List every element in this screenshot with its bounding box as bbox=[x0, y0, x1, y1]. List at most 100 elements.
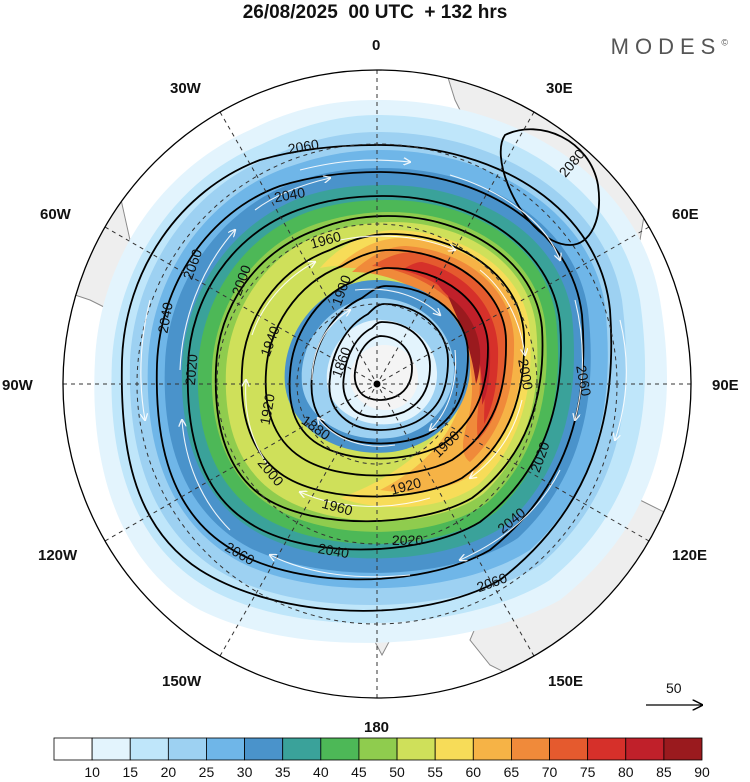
contour-2020 bbox=[186, 195, 562, 551]
wind-band-90 bbox=[448, 296, 481, 384]
contour-1980 bbox=[240, 233, 526, 498]
colorbar-swatch bbox=[434, 737, 474, 761]
contour-label-2000-b: 2000 bbox=[515, 358, 536, 392]
wind-band-80 bbox=[402, 262, 499, 424]
streamline bbox=[300, 492, 431, 507]
streamline bbox=[141, 299, 151, 420]
contour-label-2040-b: 2040 bbox=[155, 301, 176, 335]
colorbar-tick-label: 10 bbox=[84, 764, 100, 780]
north-pole-dot bbox=[373, 380, 381, 388]
colorbar: 10 15 20 25 30 35 40 45 50 55 60 65 70 75 80 85 90 bbox=[53, 737, 710, 780]
streamline bbox=[182, 420, 231, 531]
brand-name: MODES bbox=[610, 34, 722, 59]
contour-label-2040-d: 2040 bbox=[317, 540, 351, 561]
colorbar-tick-label: 45 bbox=[351, 764, 367, 780]
colorbar-tick-label: 50 bbox=[389, 764, 405, 780]
map-content: 2080 2060 2060 2060 2060 2060 2040 2040 … bbox=[63, 70, 691, 698]
lon-label-30w: 30W bbox=[170, 80, 202, 97]
lon-label-60e: 60E bbox=[672, 206, 699, 223]
wind-streamlines bbox=[141, 160, 627, 578]
streamline bbox=[615, 319, 627, 440]
lon-label-0: 0 bbox=[372, 37, 380, 54]
streamline bbox=[460, 469, 561, 560]
lon-label-120w: 120W bbox=[38, 547, 78, 564]
colorbar-tick-label: 55 bbox=[427, 764, 443, 780]
streamline bbox=[179, 230, 235, 371]
contour-1900 bbox=[328, 303, 449, 431]
streamline bbox=[246, 380, 269, 466]
contour-1880 bbox=[342, 321, 431, 418]
streamline bbox=[470, 399, 523, 478]
colorbar-swatch bbox=[472, 737, 512, 761]
colorbar-tick-label: 35 bbox=[275, 764, 291, 780]
map-boundary bbox=[62, 69, 692, 699]
lon-label-150e: 150E bbox=[548, 673, 583, 690]
streamline bbox=[318, 418, 396, 447]
modes-logo: MODES© bbox=[611, 34, 728, 60]
colorbar-swatch bbox=[511, 737, 550, 761]
contour-label-1920: 1920 bbox=[257, 392, 278, 426]
colorbar-swatch bbox=[549, 737, 589, 761]
lon-label-30e: 30E bbox=[546, 80, 573, 97]
colorbar-tick-label: 60 bbox=[466, 764, 482, 780]
contour-label-2060: 2060 bbox=[287, 136, 321, 157]
colorbar-swatch bbox=[358, 737, 398, 761]
contour-label-1960: 1960 bbox=[308, 228, 342, 252]
colorbar-tick-label: 80 bbox=[618, 764, 634, 780]
colorbar-tick-label: 15 bbox=[122, 764, 138, 780]
streamline bbox=[430, 349, 457, 430]
streamline bbox=[311, 310, 350, 381]
colorbar-tick-label: 70 bbox=[542, 764, 558, 780]
colorbar-tick-label: 65 bbox=[504, 764, 520, 780]
contour-2040 bbox=[155, 171, 585, 581]
contour-label-2020-c: 2020 bbox=[182, 353, 201, 386]
lon-label-120e: 120E bbox=[672, 547, 707, 564]
streamline bbox=[479, 269, 525, 355]
colorbar-swatch bbox=[244, 737, 284, 761]
colorbar-swatch bbox=[396, 737, 436, 761]
colorbar-swatch bbox=[206, 737, 245, 761]
colorbar-swatch bbox=[320, 737, 360, 761]
lon-label-90w: 90W bbox=[2, 377, 34, 394]
contour-label-1960-b: 1960 bbox=[320, 495, 354, 519]
lon-label-150w: 150W bbox=[162, 673, 202, 690]
streamline bbox=[270, 555, 411, 578]
colorbar-tick-label: 30 bbox=[237, 764, 253, 780]
contour-2060 bbox=[120, 144, 613, 612]
longitude-labels: 0 30E 60E 90E 120E 150E 180 150W 120W 90… bbox=[2, 37, 739, 736]
contour-label-2020-b: 2020 bbox=[392, 532, 423, 548]
contour-2080 bbox=[499, 128, 600, 246]
colorbar-swatch bbox=[167, 737, 207, 761]
contour-2000 bbox=[214, 215, 544, 523]
contour-label-1920-b: 1920 bbox=[389, 474, 423, 498]
contour-1920 bbox=[310, 285, 469, 445]
streamline bbox=[339, 235, 455, 250]
contour-label-2040: 2040 bbox=[273, 184, 307, 205]
colorbar-swatch bbox=[91, 737, 131, 761]
colorbar-tick-label: 20 bbox=[161, 764, 177, 780]
copyright-mark: © bbox=[721, 37, 728, 48]
lon-label-60w: 60W bbox=[40, 206, 72, 223]
colorbar-swatch bbox=[663, 737, 703, 761]
colorbar-tick-label: 85 bbox=[656, 764, 672, 780]
colorbar-swatch bbox=[282, 737, 322, 761]
wind-reference-label: 50 bbox=[666, 680, 682, 696]
lon-label-180: 180 bbox=[364, 719, 389, 736]
wind-reference-vector: 50 bbox=[646, 680, 702, 705]
colorbar-swatch bbox=[129, 737, 169, 761]
contour-label-2060-c: 2060 bbox=[573, 364, 594, 398]
colorbar-tick-label: 90 bbox=[694, 764, 710, 780]
colorbar-swatch bbox=[625, 737, 665, 761]
colorbar-swatch bbox=[53, 737, 93, 761]
colorbar-swatch bbox=[587, 737, 627, 761]
streamline bbox=[575, 299, 584, 420]
map-title: 26/08/2025 00 UTC + 132 hrs bbox=[242, 2, 508, 23]
lon-label-90e: 90E bbox=[712, 377, 739, 394]
colorbar-tick-label: 25 bbox=[199, 764, 215, 780]
streamline bbox=[299, 160, 410, 171]
streamline bbox=[354, 288, 440, 315]
streamline bbox=[254, 178, 330, 211]
colorbar-tick-label: 40 bbox=[313, 764, 329, 780]
streamline bbox=[449, 174, 560, 260]
